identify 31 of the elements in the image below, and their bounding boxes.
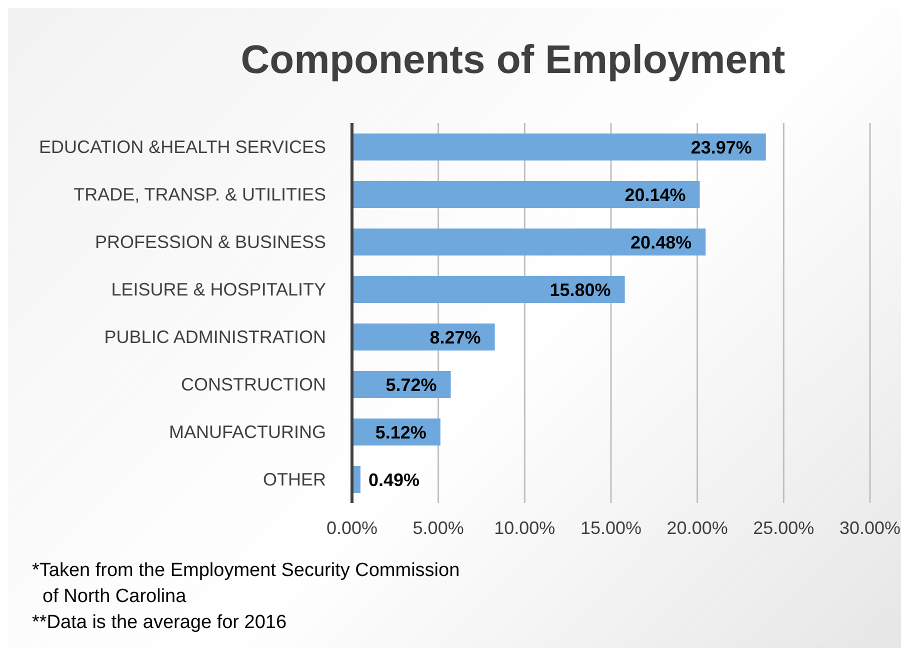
x-tick-label: 10.00% — [494, 518, 556, 538]
bar — [352, 228, 706, 256]
x-tick-label: 15.00% — [580, 518, 642, 538]
y-tick-label: MANUFACTURING — [169, 422, 326, 442]
x-tick-label: 0.00% — [326, 518, 378, 538]
data-label: 5.12% — [375, 422, 426, 442]
bar — [352, 276, 625, 303]
bar — [352, 323, 495, 350]
x-tick-label: 25.00% — [753, 518, 814, 538]
x-tick-label: 30.00% — [839, 518, 901, 538]
y-tick-label: EDUCATION &HEALTH SERVICES — [38, 137, 326, 158]
chart-title: Components of Employment — [240, 38, 786, 83]
y-tick-label: PUBLIC ADMINISTRATION — [104, 327, 326, 348]
text: *Taken from the Employment Security Commission of North Carolina — [32, 559, 460, 609]
y-tick-label: OTHER — [263, 470, 326, 490]
bar — [352, 180, 700, 208]
data-label: 20.48% — [630, 232, 692, 252]
y-tick-label: LEISURE & HOSPITALITY — [111, 280, 326, 300]
y-tick-label: CONSTRUCTION — [181, 374, 326, 395]
data-label: 20.14% — [624, 184, 686, 205]
x-tick-label: 5.00% — [412, 518, 464, 538]
data-label: 15.80% — [550, 280, 611, 300]
data-label: 0.49% — [368, 470, 420, 490]
text: **Data is the average for 2016 — [32, 611, 288, 635]
data-label: 8.27% — [430, 327, 481, 348]
data-label: 23.97% — [690, 137, 752, 158]
y-tick-label: PROFESSION & BUSINESS — [94, 232, 326, 252]
x-tick-label: 20.00% — [666, 518, 728, 538]
y-tick-label: TRADE, TRANSP. & UTILITIES — [74, 184, 326, 205]
bar — [352, 133, 766, 160]
data-label: 5.72% — [386, 374, 437, 395]
